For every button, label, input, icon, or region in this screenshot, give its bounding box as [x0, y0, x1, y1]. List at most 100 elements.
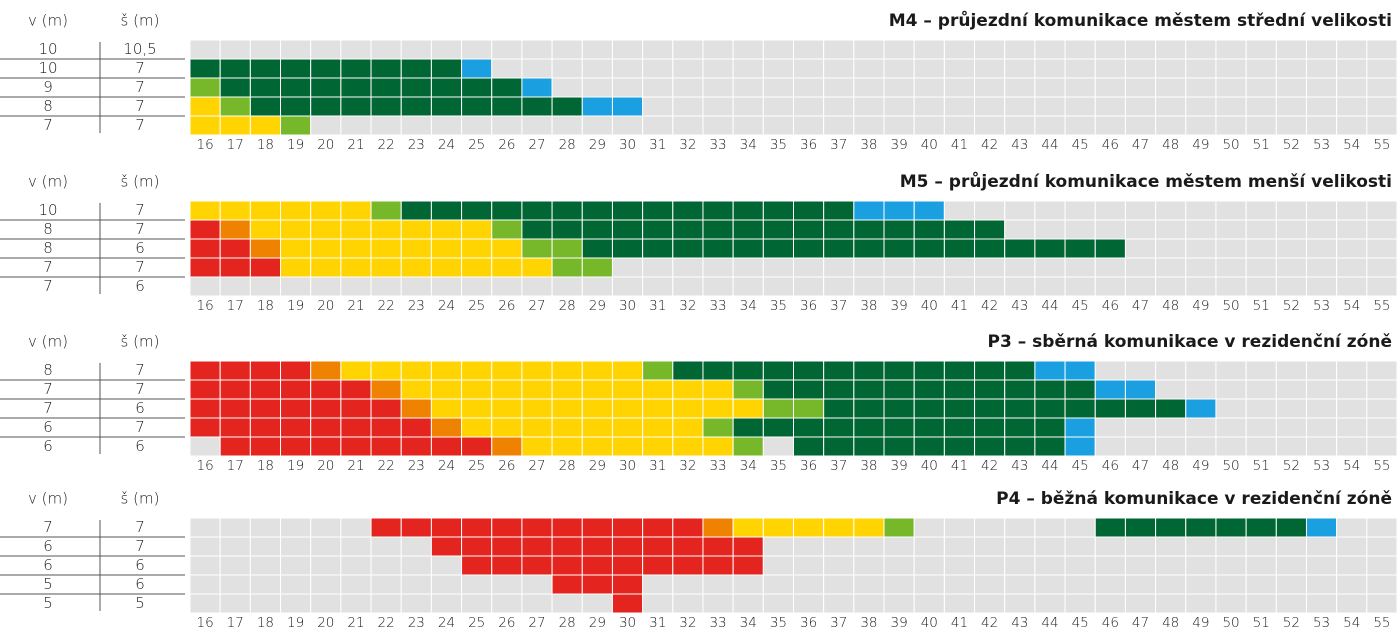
s-header: š (m) — [121, 173, 160, 191]
x-tick-label: 25 — [468, 458, 485, 474]
x-tick-label: 46 — [1102, 615, 1119, 630]
v-label: 5 — [43, 575, 53, 593]
x-tick-label: 53 — [1313, 137, 1330, 153]
cell — [853, 77, 885, 98]
cell — [310, 276, 342, 297]
cell — [340, 257, 372, 278]
cell — [1305, 238, 1338, 259]
cell — [581, 238, 613, 259]
cell — [1215, 398, 1247, 419]
cell — [943, 417, 976, 438]
cell — [1366, 379, 1397, 400]
cell — [853, 555, 885, 576]
cell — [1185, 379, 1217, 400]
cell — [461, 360, 493, 381]
x-tick-label: 24 — [438, 458, 455, 474]
cell — [762, 593, 795, 614]
cell — [823, 417, 855, 438]
cell — [762, 555, 795, 576]
x-tick-label: 23 — [408, 298, 425, 314]
cell — [219, 276, 251, 297]
cell — [1094, 360, 1126, 381]
cell — [1004, 200, 1036, 221]
cell — [642, 115, 674, 136]
cell — [913, 200, 945, 221]
cell — [672, 200, 704, 221]
cell — [974, 238, 1006, 259]
cell — [340, 115, 372, 136]
s-label: 7 — [135, 418, 145, 436]
cell — [189, 574, 221, 595]
v-label: 7 — [43, 399, 53, 417]
cell — [1034, 39, 1066, 60]
s-label: 7 — [135, 220, 145, 238]
cell — [702, 96, 734, 117]
cell — [370, 436, 402, 457]
cell — [280, 517, 312, 538]
x-tick-label: 20 — [317, 298, 334, 314]
x-tick-label: 27 — [528, 458, 545, 474]
cell — [189, 238, 221, 259]
cell — [249, 219, 282, 240]
cell — [249, 536, 282, 557]
cell — [1124, 398, 1157, 419]
cell — [1034, 517, 1066, 538]
cell — [400, 417, 432, 438]
cell — [370, 77, 402, 98]
x-tick-label: 18 — [257, 458, 274, 474]
cell — [853, 417, 885, 438]
cell — [732, 360, 764, 381]
cell — [974, 276, 1006, 297]
x-tick-label: 23 — [408, 458, 425, 474]
cell — [581, 436, 613, 457]
cell — [340, 238, 372, 259]
cell — [611, 39, 644, 60]
cell — [581, 77, 613, 98]
cell — [943, 58, 976, 79]
x-tick-label: 55 — [1373, 615, 1390, 630]
cell — [491, 238, 523, 259]
cell — [310, 536, 342, 557]
cell — [551, 115, 583, 136]
cell — [280, 536, 312, 557]
cell — [400, 257, 432, 278]
cell — [551, 96, 583, 117]
cell — [1094, 219, 1126, 240]
cell — [310, 517, 342, 538]
cell — [1275, 555, 1307, 576]
cell — [943, 219, 976, 240]
cell — [430, 555, 463, 576]
cell — [1275, 257, 1307, 278]
cell — [1094, 77, 1126, 98]
x-tick-label: 32 — [679, 458, 696, 474]
cell — [1124, 39, 1157, 60]
cell — [1245, 39, 1277, 60]
cell — [280, 360, 312, 381]
v-label: 7 — [43, 380, 53, 398]
cell — [430, 219, 463, 240]
cell — [1305, 379, 1338, 400]
s-header: š (m) — [121, 12, 160, 30]
cell — [823, 77, 855, 98]
x-tick-label: 39 — [891, 137, 908, 153]
x-tick-label: 42 — [981, 615, 998, 630]
cell — [521, 77, 553, 98]
cell — [280, 555, 312, 576]
cell — [1336, 360, 1368, 381]
cell — [461, 417, 493, 438]
cell — [974, 555, 1006, 576]
x-tick-label: 31 — [649, 137, 666, 153]
cell — [793, 238, 825, 259]
cell — [672, 257, 704, 278]
x-tick-label: 16 — [196, 458, 213, 474]
x-tick-label: 22 — [378, 458, 395, 474]
v-header: v (m) — [28, 173, 68, 191]
cell — [581, 276, 613, 297]
cell — [1155, 398, 1187, 419]
cell — [219, 574, 251, 595]
cell — [1275, 517, 1307, 538]
cell — [461, 398, 493, 419]
cell — [1064, 238, 1096, 259]
cell — [219, 77, 251, 98]
cell — [974, 517, 1006, 538]
